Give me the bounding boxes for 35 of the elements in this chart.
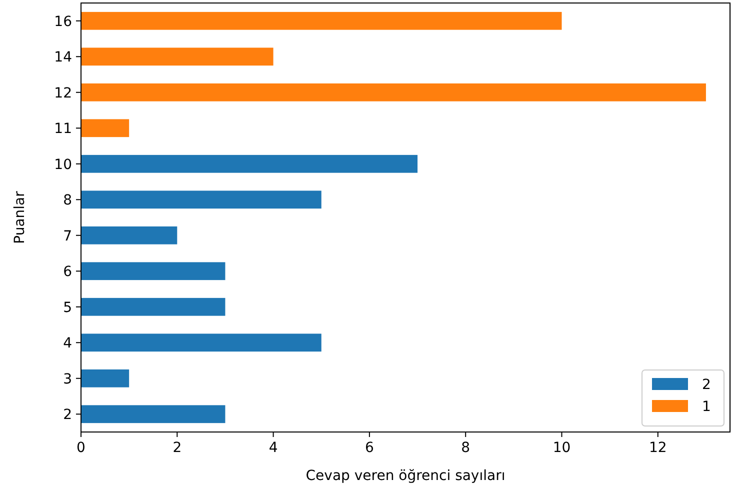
bar <box>81 262 226 280</box>
y-tick-label: 8 <box>63 192 72 209</box>
x-tick-label: 12 <box>648 440 667 456</box>
x-tick-label: 0 <box>76 440 86 456</box>
bar <box>81 154 418 173</box>
legend-label: 2 <box>702 377 711 393</box>
y-tick-label: 11 <box>54 121 72 138</box>
x-tick-label: 4 <box>268 440 278 456</box>
y-tick-label: 16 <box>54 14 72 30</box>
x-axis-title: Cevap veren öğrenci sayıları <box>306 468 506 484</box>
bar <box>81 369 130 388</box>
y-tick-label: 7 <box>63 228 72 244</box>
legend-label: 1 <box>702 399 711 415</box>
x-tick-label: 10 <box>552 440 571 456</box>
bar <box>81 83 706 102</box>
bar <box>81 12 562 30</box>
bar <box>81 226 178 244</box>
bar <box>81 119 130 138</box>
y-tick-label: 6 <box>63 264 72 280</box>
y-axis-title: Puanlar <box>12 190 28 244</box>
x-tick-label: 8 <box>461 440 470 456</box>
y-tick-label: 12 <box>54 85 72 102</box>
x-tick-label: 6 <box>364 440 374 456</box>
y-tick-label: 4 <box>63 336 72 352</box>
y-tick-label: 3 <box>63 371 72 388</box>
bar <box>81 48 274 66</box>
y-tick-label: 14 <box>54 50 72 66</box>
y-tick-label: 5 <box>63 300 72 316</box>
y-tick-label: 10 <box>54 156 72 173</box>
bar <box>81 334 322 352</box>
y-tick-label: 2 <box>63 407 72 424</box>
x-tick-label: 2 <box>172 440 182 456</box>
bar <box>81 190 322 209</box>
bar <box>81 405 226 424</box>
bar <box>81 298 226 316</box>
